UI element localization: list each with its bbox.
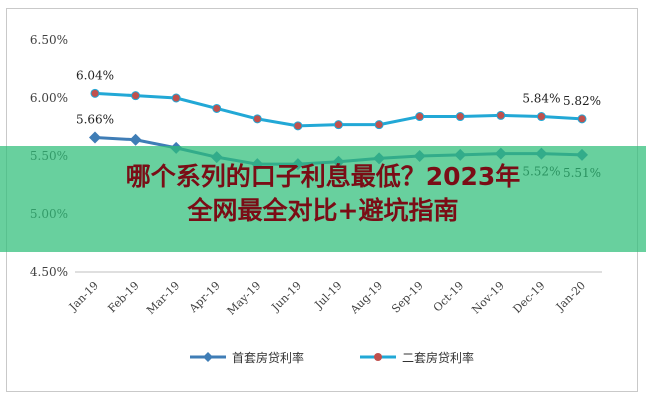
data-point [89,131,101,144]
banner-headline-line1: 哪个系列的口子利息最低？2023年 [125,162,521,191]
data-point [131,91,141,101]
y-tick-label: 4.50% [30,265,68,279]
data-point [455,112,465,122]
x-tick-label: May-19 [225,279,264,318]
data-point [374,120,384,130]
data-point [129,133,142,146]
data-point [171,93,181,103]
legend-label: 二套房贷利率 [402,350,474,365]
x-tick-label: Jun-19 [268,279,304,315]
data-label: 5.82% [563,94,601,108]
y-tick-label: 6.50% [30,33,68,47]
data-label: 5.84% [522,92,560,106]
legend-marker [374,353,382,361]
x-tick-label: Aug-19 [347,279,385,317]
x-tick-label: Sep-19 [389,279,426,316]
x-tick-label: Jul-19 [312,279,345,312]
x-tick-label: Feb-19 [105,279,141,315]
x-tick-label: Jan-19 [66,279,101,314]
data-point [293,121,303,131]
data-point [415,112,425,122]
data-point [252,114,262,124]
y-tick-label: 6.00% [30,91,68,105]
x-tick-label: Mar-19 [144,279,182,317]
data-point [577,114,587,124]
x-tick-label: Oct-19 [431,279,467,315]
data-label: 5.66% [76,112,114,126]
legend-marker [203,352,213,362]
data-point [334,120,343,130]
data-point [536,112,546,122]
data-point [212,103,222,113]
x-tick-label: Dec-19 [511,279,548,316]
banner-headline: 哪个系列的口子利息最低？2023年 全网最全对比+避坑指南 [0,160,646,228]
data-label: 6.04% [76,68,114,82]
x-tick-label: Apr-19 [186,279,223,316]
x-tick-label: Nov-19 [469,279,507,317]
data-point [90,88,100,98]
legend-label: 首套房贷利率 [232,350,304,365]
x-tick-label: Jan-20 [553,279,588,314]
data-point [496,110,506,120]
banner-headline-line2: 全网最全对比+避坑指南 [187,196,459,225]
overlay-banner [0,146,646,252]
